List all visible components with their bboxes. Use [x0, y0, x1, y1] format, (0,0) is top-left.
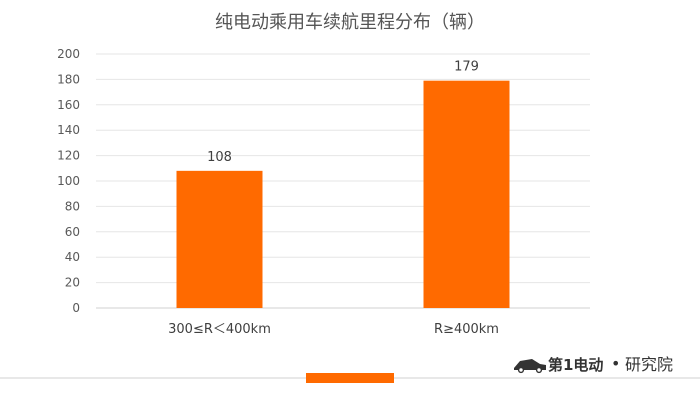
data-labels: 108 179 [207, 60, 479, 165]
bars [176, 80, 510, 308]
y-tick-label: 0 [72, 301, 80, 315]
legend-swatch [306, 373, 394, 383]
brand-org-text: 研究院 [625, 355, 673, 374]
bar [176, 170, 263, 308]
y-tick-label: 160 [57, 98, 80, 112]
y-tick-label: 180 [57, 72, 80, 86]
chart-title: 纯电动乘用车续航里程分布（辆） [215, 12, 485, 33]
brand-logo: 第1电动 • 研究院 [514, 354, 673, 374]
car-icon [514, 359, 546, 374]
x-category-label: R≥400km [434, 322, 499, 337]
y-tick-label: 140 [57, 123, 80, 137]
y-tick-label: 80 [65, 199, 80, 213]
data-label: 108 [207, 150, 232, 165]
x-category-label: 300≤R＜400km [168, 322, 271, 337]
y-tick-label: 200 [57, 47, 80, 61]
y-tick-label: 120 [57, 149, 80, 163]
grid-layer [96, 53, 590, 309]
y-axis-ticks: 0 20 40 60 80 100 120 140 160 180 200 [57, 47, 80, 315]
x-axis-categories: 300≤R＜400km R≥400km [168, 322, 499, 337]
bar [423, 80, 510, 308]
brand-separator: • [611, 354, 620, 373]
brand-logo-text: 第1电动 [548, 356, 603, 374]
y-tick-label: 20 [65, 276, 80, 290]
y-tick-label: 60 [65, 225, 80, 239]
y-tick-label: 100 [57, 174, 80, 188]
data-label: 179 [454, 60, 479, 75]
y-tick-label: 40 [65, 250, 80, 264]
